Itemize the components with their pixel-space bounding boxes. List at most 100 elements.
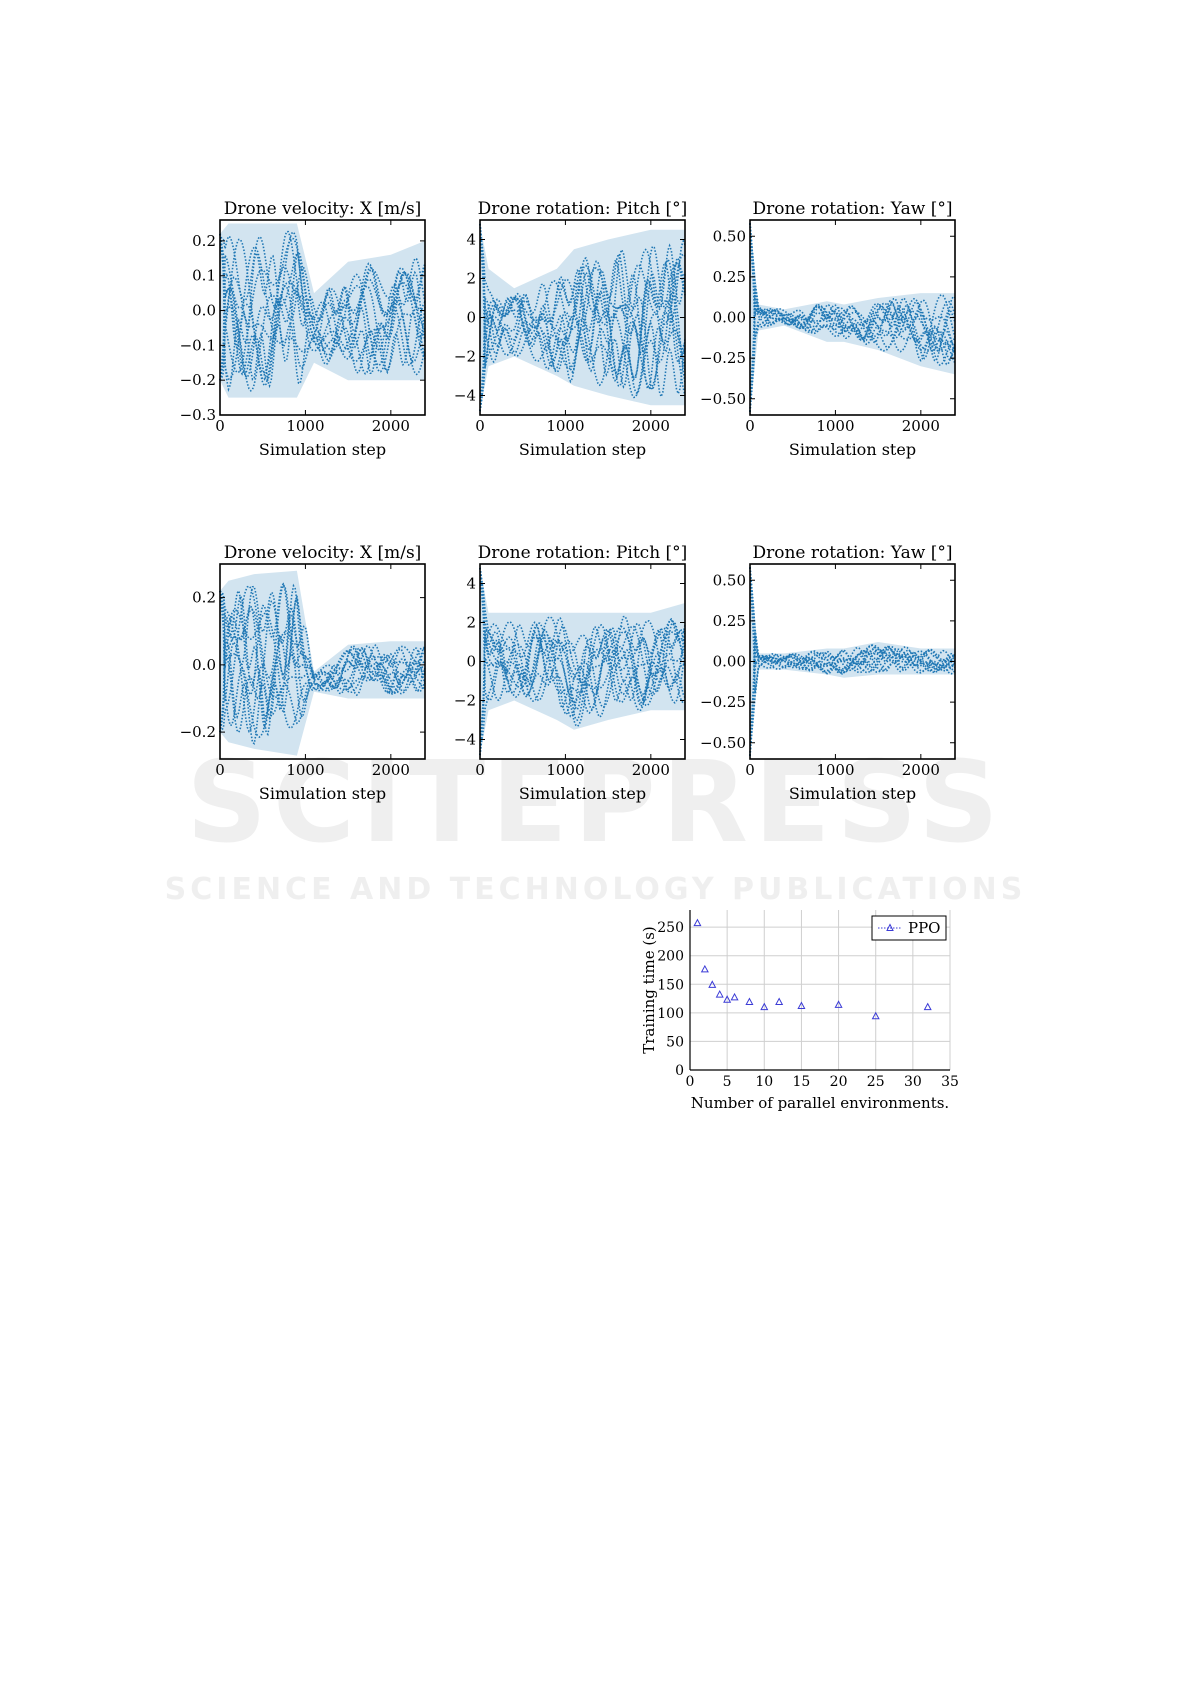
data-point bbox=[871, 1011, 880, 1020]
series-trace bbox=[749, 295, 956, 412]
x-tick-label: 10 bbox=[755, 1074, 773, 1090]
y-tick-label: 0 bbox=[466, 653, 476, 671]
series-trace bbox=[219, 233, 426, 392]
y-tick-label: −0.1 bbox=[180, 336, 216, 354]
data-point bbox=[693, 918, 702, 927]
panel-yaw-bottom: Drone rotation: Yaw [°] 0 1000 2000 −0.50 −0.… bbox=[700, 543, 960, 808]
shaded-envelope bbox=[480, 567, 685, 756]
x-tick-label: 2000 bbox=[372, 417, 410, 435]
y-tick-label: 0.50 bbox=[713, 571, 746, 589]
plot-frame bbox=[219, 563, 426, 760]
panel-yaw-top: Drone rotation: Yaw [°] 0 1000 2000 −0.50 −0.… bbox=[700, 199, 960, 464]
y-tick-label: −4 bbox=[454, 731, 476, 749]
series-trace bbox=[219, 608, 426, 733]
series-trace bbox=[219, 595, 426, 745]
y-tick-label: 0.0 bbox=[192, 302, 216, 320]
series-trace bbox=[479, 628, 686, 756]
data-point bbox=[723, 995, 732, 1003]
series-trace bbox=[219, 272, 426, 389]
watermark-small: SCIENCE AND TECHNOLOGY PUBLICATIONS bbox=[164, 872, 1027, 907]
x-tick-label: 0 bbox=[475, 417, 485, 435]
x-tick-label: 1000 bbox=[286, 761, 324, 779]
chart-title: Drone rotation: Pitch [°] bbox=[478, 543, 688, 563]
series-trace bbox=[219, 233, 426, 369]
x-tick-label: 1000 bbox=[816, 761, 854, 779]
series-trace bbox=[479, 223, 686, 387]
x-tick-label: 2000 bbox=[632, 417, 670, 435]
x-tick-label: 0 bbox=[745, 417, 755, 435]
series-trace bbox=[479, 619, 686, 756]
y-tick-label: 0.0 bbox=[192, 656, 216, 674]
chart-title: Drone rotation: Pitch [°] bbox=[478, 199, 688, 219]
x-tick-label: 0 bbox=[745, 761, 755, 779]
x-tick-label: 1000 bbox=[546, 417, 584, 435]
chart-svg: 0 50 100 150 200 250 0 5 10 15 20 25 30 35 PPO Number o… bbox=[640, 910, 959, 1112]
data-point bbox=[715, 990, 724, 998]
y-tick-label: 0.2 bbox=[192, 589, 216, 607]
series-trace bbox=[749, 301, 956, 412]
y-tick-label: −0.3 bbox=[180, 406, 216, 424]
series-trace bbox=[479, 238, 686, 412]
y-axis-label: Training time (s) bbox=[640, 926, 658, 1054]
x-tick-label: 20 bbox=[830, 1074, 848, 1090]
chart-title: Drone rotation: Yaw [°] bbox=[752, 199, 952, 219]
x-tick-label: 30 bbox=[904, 1074, 922, 1090]
series-trace bbox=[479, 630, 686, 756]
y-tick-label: 4 bbox=[466, 231, 476, 249]
series-trace bbox=[749, 650, 956, 756]
data-point bbox=[708, 980, 717, 988]
series-trace bbox=[479, 223, 686, 387]
series-trace bbox=[749, 223, 956, 352]
panel-pitch-bottom: Drone rotation: Pitch [°] 0 1000 2000 −4 −2 0 2… bbox=[440, 543, 690, 808]
legend-marker bbox=[886, 923, 894, 931]
series-trace bbox=[749, 567, 956, 672]
y-tick-label: 0.00 bbox=[713, 653, 746, 671]
y-tick-label: 0 bbox=[466, 309, 476, 327]
legend-label: PPO bbox=[908, 919, 940, 937]
series-trace bbox=[749, 649, 956, 756]
series-trace bbox=[479, 260, 686, 412]
data-point bbox=[923, 1002, 932, 1011]
y-tick-label: 0.00 bbox=[713, 309, 746, 327]
y-tick-label: −4 bbox=[454, 387, 476, 405]
series-trace bbox=[219, 589, 426, 730]
series-trace bbox=[479, 567, 686, 716]
data-point bbox=[700, 964, 709, 973]
x-axis-label: Simulation step bbox=[789, 784, 916, 803]
x-axis-label: Simulation step bbox=[789, 440, 916, 459]
series-trace bbox=[749, 646, 956, 756]
y-tick-label: −0.25 bbox=[700, 349, 746, 367]
x-tick-label: 1000 bbox=[816, 417, 854, 435]
series-trace bbox=[479, 621, 686, 756]
y-tick-label: 4 bbox=[466, 575, 476, 593]
y-tick-label: −0.2 bbox=[180, 371, 216, 389]
data-point bbox=[834, 1000, 843, 1008]
chart-svg: Drone rotation: Yaw [°] 0 1000 2000 −0.50 −0.… bbox=[700, 199, 956, 459]
y-tick-label: 100 bbox=[657, 1006, 684, 1022]
y-tick-label: 50 bbox=[666, 1034, 684, 1050]
x-tick-label: 35 bbox=[941, 1074, 959, 1090]
shaded-envelope bbox=[750, 223, 955, 412]
series-trace bbox=[479, 567, 685, 709]
series-trace bbox=[219, 590, 426, 719]
y-tick-label: 0.50 bbox=[713, 227, 746, 245]
series-trace bbox=[479, 223, 686, 381]
x-tick-label: 0 bbox=[215, 417, 225, 435]
ppo-training-time-chart: 0 50 100 150 200 250 0 5 10 15 20 25 30 35 PPO Number o… bbox=[640, 900, 960, 1124]
series-trace bbox=[749, 567, 956, 672]
x-axis-label: Simulation step bbox=[519, 784, 646, 803]
x-tick-label: 0 bbox=[215, 761, 225, 779]
x-axis-label: Simulation step bbox=[259, 784, 386, 803]
y-tick-label: 150 bbox=[657, 977, 684, 993]
chart-svg: Drone velocity: X [m/s] 0 1000 2000 −0.2 0.0 0… bbox=[180, 543, 426, 803]
data-point bbox=[730, 992, 739, 1001]
y-tick-label: 0.1 bbox=[192, 267, 216, 285]
x-tick-label: 2000 bbox=[632, 761, 670, 779]
series-trace bbox=[749, 223, 956, 351]
y-tick-label: −2 bbox=[454, 692, 476, 710]
y-tick-label: 0.2 bbox=[192, 232, 216, 250]
series-trace bbox=[219, 230, 426, 367]
data-point bbox=[760, 1002, 769, 1011]
y-tick-label: 0 bbox=[675, 1063, 684, 1079]
data-point bbox=[797, 1001, 806, 1009]
